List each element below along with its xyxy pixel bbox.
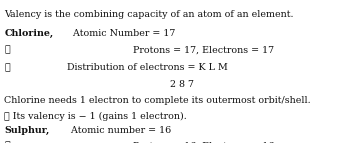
Text: ∴: ∴ bbox=[4, 63, 10, 72]
Text: ∴: ∴ bbox=[4, 142, 10, 143]
Text: Valency is the combining capacity of an atom of an element.: Valency is the combining capacity of an … bbox=[4, 10, 294, 19]
Text: 2 8 7: 2 8 7 bbox=[170, 80, 194, 89]
Text: Protons = 17, Electrons = 17: Protons = 17, Electrons = 17 bbox=[133, 46, 274, 55]
Text: Atomic Number = 17: Atomic Number = 17 bbox=[49, 29, 176, 38]
Text: Atomic number = 16: Atomic number = 16 bbox=[47, 126, 172, 135]
Text: ∴ Its valency is − 1 (gains 1 electron).: ∴ Its valency is − 1 (gains 1 electron). bbox=[4, 112, 187, 121]
Text: Sulphur,: Sulphur, bbox=[4, 126, 49, 135]
Text: Chlorine needs 1 electron to complete its outermost orbit/shell.: Chlorine needs 1 electron to complete it… bbox=[4, 96, 311, 105]
Text: ∴: ∴ bbox=[4, 46, 10, 55]
Text: Distribution of electrons = K L M: Distribution of electrons = K L M bbox=[67, 63, 227, 72]
Text: Protons = 16, Electrons = 16: Protons = 16, Electrons = 16 bbox=[133, 142, 275, 143]
Text: Chlorine,: Chlorine, bbox=[4, 29, 53, 38]
